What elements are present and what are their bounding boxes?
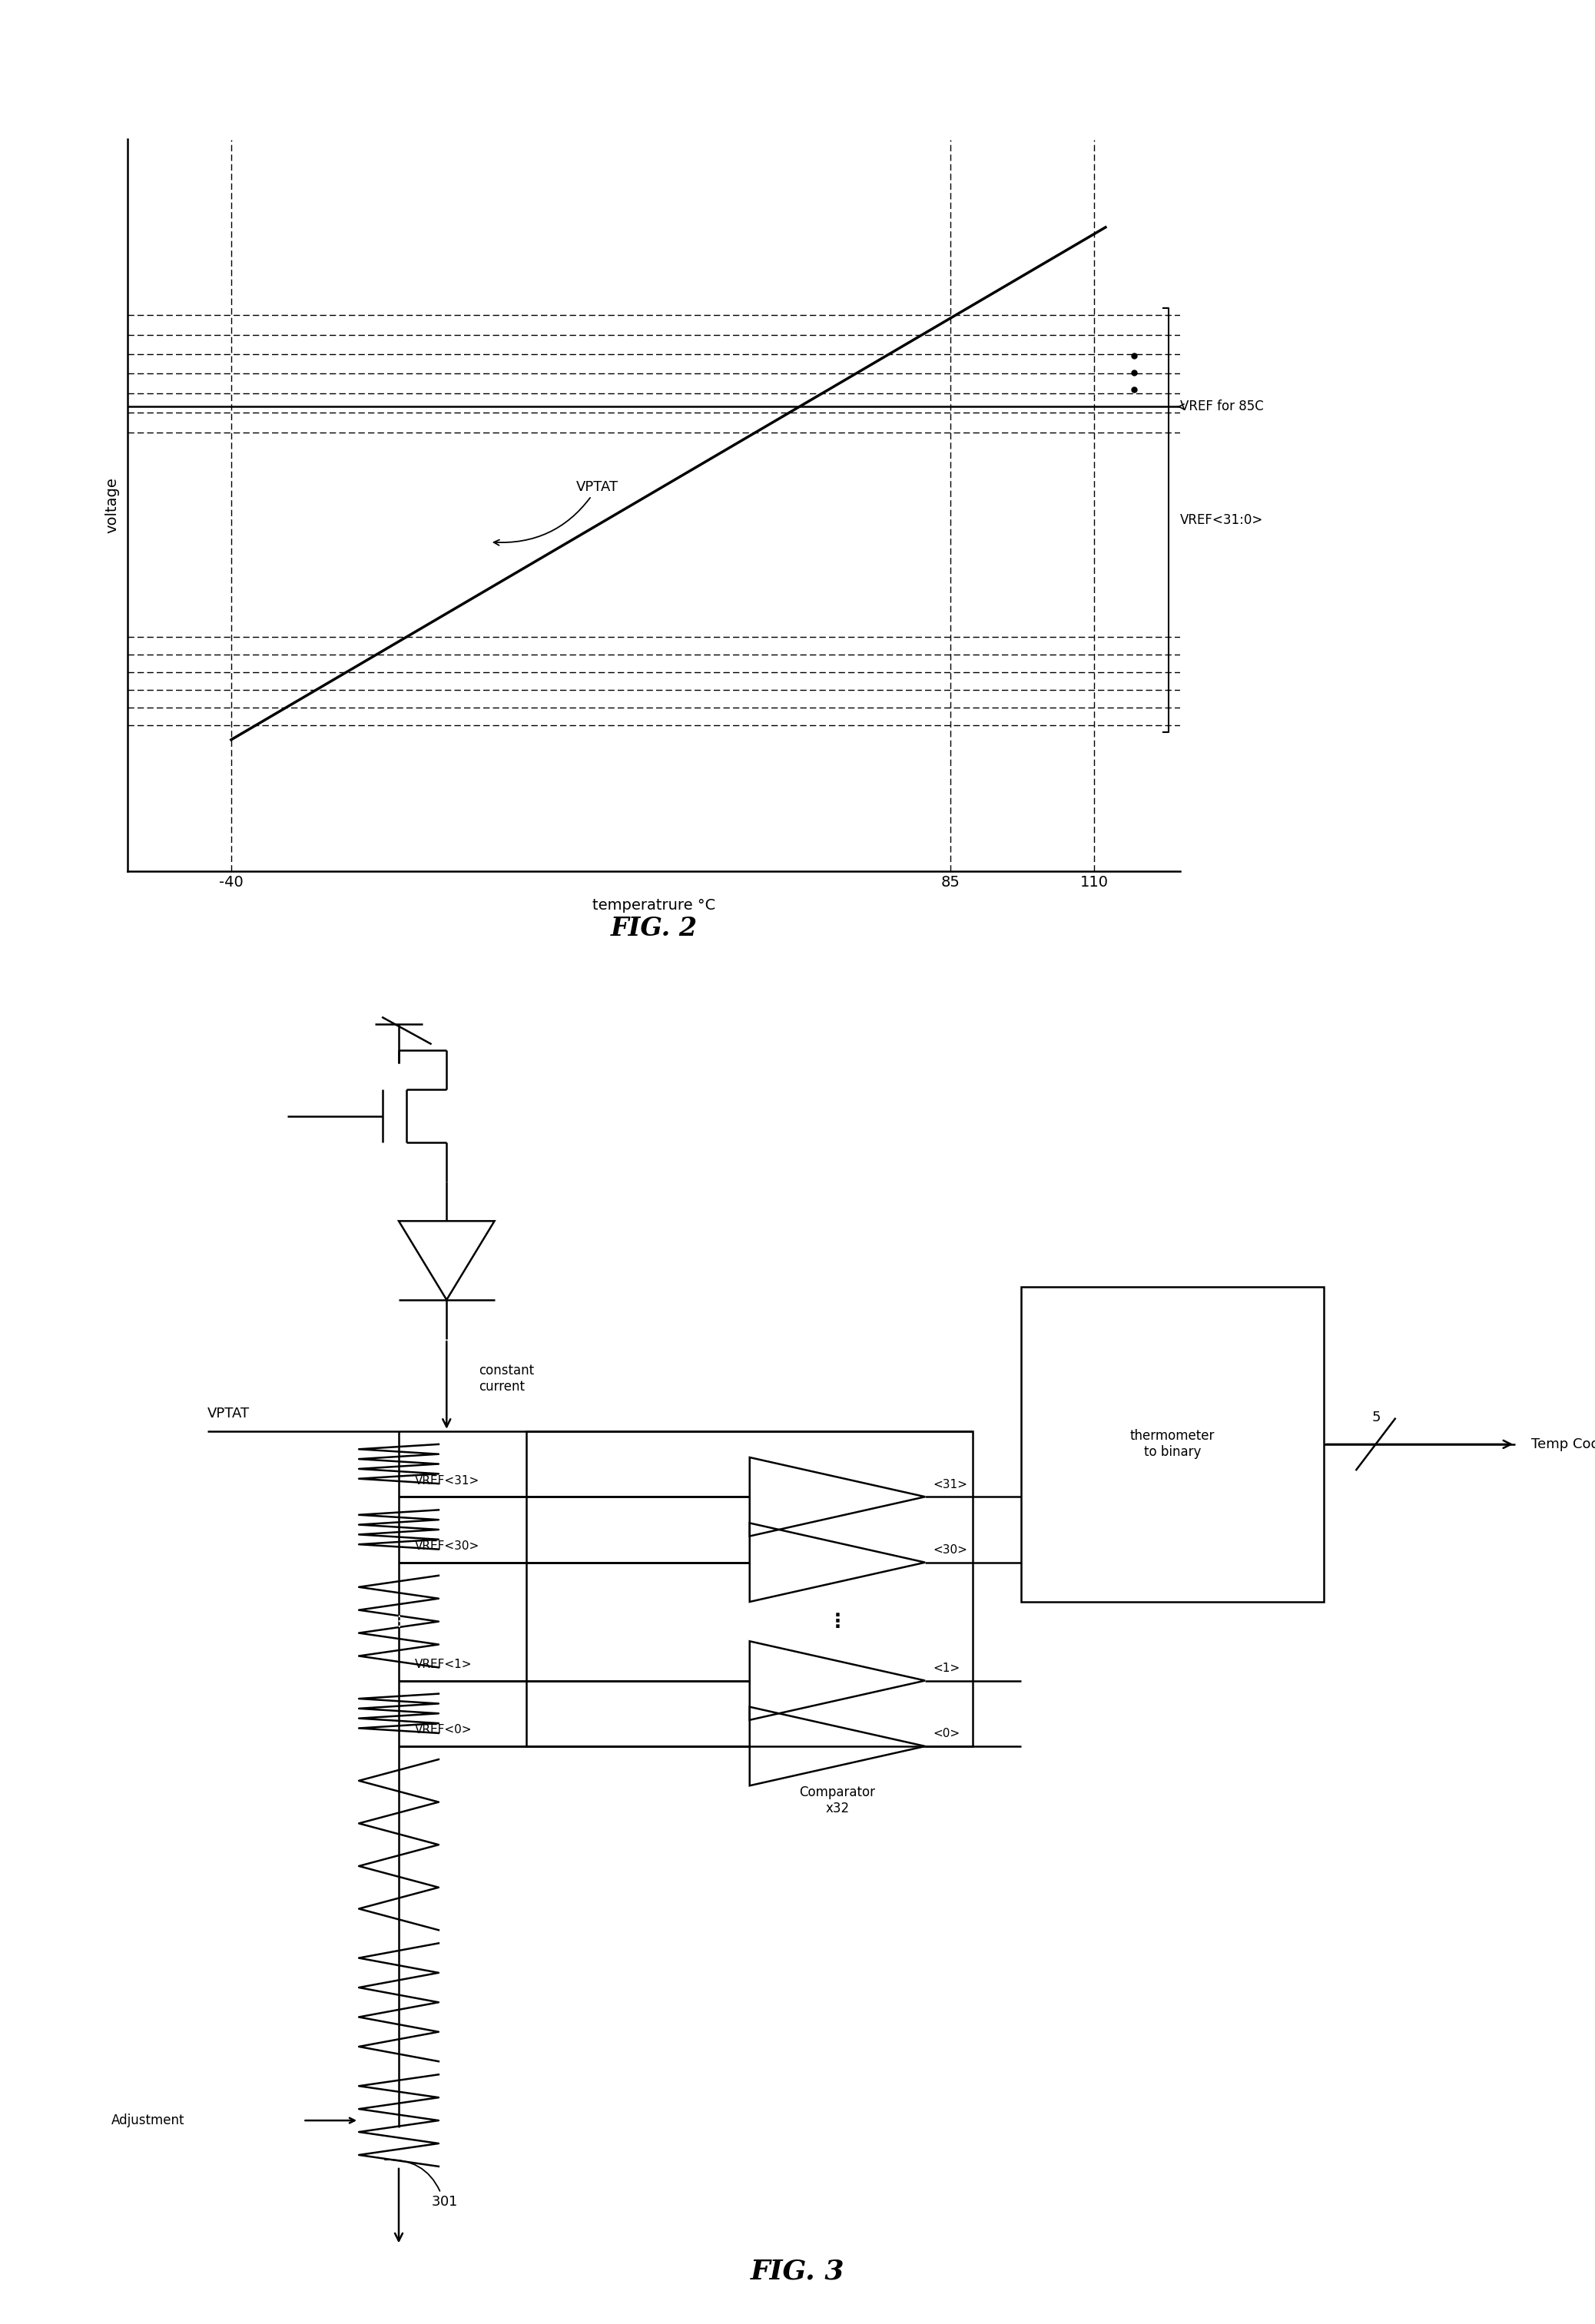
Text: <1>: <1> (933, 1662, 960, 1673)
Text: VREF for 85C: VREF for 85C (1179, 400, 1263, 414)
Text: $\it{301}$: $\it{301}$ (384, 2159, 458, 2208)
Text: ⋮: ⋮ (391, 1615, 407, 1629)
Y-axis label: voltage: voltage (104, 476, 120, 535)
Text: VPTAT: VPTAT (494, 481, 619, 546)
Text: VREF<31:0>: VREF<31:0> (1180, 514, 1263, 528)
X-axis label: temperatrure °C: temperatrure °C (592, 899, 716, 913)
Text: <31>: <31> (933, 1478, 968, 1490)
Text: thermometer
to binary: thermometer to binary (1129, 1429, 1215, 1459)
Text: <30>: <30> (933, 1545, 968, 1555)
Bar (526, 1432, 973, 1745)
Text: FIG. 2: FIG. 2 (611, 916, 697, 941)
Text: <0>: <0> (933, 1729, 960, 1741)
Text: FIG. 3: FIG. 3 (750, 2259, 845, 2284)
Text: VREF<30>: VREF<30> (415, 1541, 480, 1552)
Text: VREF<1>: VREF<1> (415, 1659, 472, 1671)
Text: VREF<0>: VREF<0> (415, 1724, 472, 1736)
Bar (1021, 1287, 1324, 1601)
Text: 5: 5 (1372, 1411, 1381, 1425)
Text: constant
current: constant current (478, 1364, 534, 1394)
Text: VPTAT: VPTAT (207, 1406, 250, 1420)
Text: VREF<31>: VREF<31> (415, 1476, 480, 1487)
Text: Adjustment: Adjustment (112, 2113, 185, 2126)
Text: Temp Code: Temp Code (1531, 1436, 1595, 1450)
Text: Comparator
x32: Comparator x32 (799, 1785, 876, 1815)
Text: ⋮: ⋮ (828, 1613, 847, 1631)
